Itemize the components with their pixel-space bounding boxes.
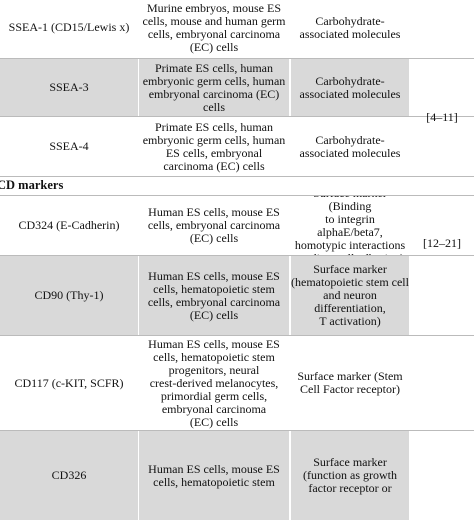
text-line: Carbohydrate-	[315, 132, 385, 147]
text-line: Carbohydrate-	[315, 73, 385, 88]
row-border	[0, 335, 474, 336]
text-line: homotypic interactions	[294, 237, 406, 252]
text-line: cells, hematopoietic stem	[153, 281, 275, 296]
marker-cell: CD326	[0, 431, 138, 520]
text-line: cells, embryonal carcinoma	[147, 294, 281, 309]
row-border	[0, 430, 474, 431]
marker: CD117 (c-KIT, SCFR)	[14, 375, 124, 390]
references: [12–21]	[423, 236, 461, 250]
cells-cell: Primate ES cells, human embryonic germ ce…	[139, 117, 289, 176]
text-line: (EC) cells	[189, 307, 239, 322]
text-line: mediate cell adhesion)	[296, 251, 404, 255]
function-cell: Carbohydrate-associated molecules	[291, 0, 409, 58]
text-line: Human ES cells, mouse ES	[148, 336, 280, 351]
text-line: cells, embryonal carcinoma	[147, 26, 281, 41]
text-line: primordial germ cells,	[160, 388, 268, 403]
section-title: CD markers	[0, 178, 64, 192]
text-line: Cell Factor receptor)	[300, 382, 400, 396]
row-border	[0, 116, 474, 117]
marker: CD90 (Thy-1)	[34, 288, 104, 302]
function-cell: Carbohydrate-associated molecules	[291, 59, 409, 116]
text-line: cells, mouse and human germ	[142, 13, 286, 28]
cells-cell: Human ES cells, mouse ES cells, hematopoi…	[139, 336, 289, 430]
text-line: Surface marker	[313, 455, 387, 469]
text-line: (hematopoietic stem cell	[291, 275, 409, 289]
text-line: associated molecules	[299, 26, 401, 41]
text-line: to integrin alphaE/beta7,	[317, 211, 383, 239]
marker-cell: CD324 (E-Cadherin)	[0, 196, 138, 255]
text-line: (EC) cells	[189, 39, 239, 54]
marker: CD326	[51, 468, 87, 482]
text-line: Human ES cells, mouse ES	[148, 461, 280, 476]
text-line: and neuron	[323, 288, 377, 302]
marker-cell: SSEA-1 (CD15/Lewis x)	[0, 0, 138, 58]
marker-cell: SSEA-3	[0, 59, 138, 116]
text-line: embryonal carcinoma (EC) cells	[148, 86, 280, 114]
function-cell: Carbohydrate-associated molecules	[291, 117, 409, 176]
row-border	[0, 255, 474, 256]
text-line: Carbohydrate-	[315, 13, 385, 28]
text-line: Murine embryos, mouse ES	[147, 0, 281, 15]
text-line: Surface marker (Stem	[297, 369, 403, 383]
text-line: differentiation,	[314, 301, 386, 315]
text-line: cells, hematopoietic stem	[153, 349, 275, 364]
marker: SSEA-4	[49, 139, 89, 153]
text-line: Surface marker (Binding	[313, 196, 387, 213]
text-line: embryonal carcinoma	[161, 401, 267, 416]
cells-cell: Murine embryos, mouse ES cells, mouse and…	[139, 0, 289, 58]
text-line: (function as growth	[303, 468, 397, 482]
text-line: associated molecules	[299, 145, 401, 160]
text-line: ES cells, embryonal	[165, 145, 263, 160]
text-line: (EC) cells	[189, 231, 239, 245]
marker: SSEA-1 (CD15/Lewis x)	[8, 20, 130, 34]
text-line: Surface marker	[313, 262, 387, 276]
text-line: cells, embryonal carcinoma	[147, 218, 281, 232]
marker-cell: CD117 (c-KIT, SCFR)	[0, 336, 138, 430]
marker-cell: SSEA-4	[0, 117, 138, 176]
text-line: embryonic germ cells, human	[142, 73, 286, 88]
text-line: associated molecules	[299, 86, 401, 101]
text-line: T activation)	[319, 314, 381, 328]
cells-cell: Human ES cells, mouse ES cells, hematopoi…	[139, 431, 289, 520]
text-line: progenitors, neural	[168, 362, 260, 377]
marker: CD324 (E-Cadherin)	[18, 218, 120, 232]
references: [4–11]	[426, 110, 458, 124]
cells-cell: Human ES cells, mouse ES cells, embryonal…	[139, 196, 289, 255]
text-line: (EC) cells	[189, 414, 239, 429]
text-line: cells, hematopoietic stem	[153, 474, 275, 489]
text-line: crest-derived melanocytes,	[149, 375, 279, 390]
text-line: factor receptor or	[308, 481, 392, 495]
row-border	[0, 58, 474, 59]
marker: SSEA-3	[49, 80, 89, 94]
text-line: Human ES cells, mouse ES	[148, 205, 280, 219]
cells-cell: Primate ES cells, human embryonic germ ce…	[139, 59, 289, 116]
text-line: embryonic germ cells, human	[142, 132, 286, 147]
text-line: Human ES cells, mouse ES	[148, 268, 280, 283]
cells-cell: Human ES cells, mouse ES cells, hematopoi…	[139, 256, 289, 335]
function-cell: Surface marker (hematopoietic stem cell an…	[291, 256, 409, 335]
text-line: Primate ES cells, human	[155, 119, 273, 134]
text-line: carcinoma (EC) cells	[163, 158, 265, 173]
function-cell: Surface marker (Stem Cell Factor receptor…	[291, 336, 409, 430]
function-cell: Surface marker (function as growth factor …	[291, 431, 409, 520]
marker-cell: CD90 (Thy-1)	[0, 256, 138, 335]
row-border	[0, 176, 474, 177]
text-line: Primate ES cells, human	[155, 60, 273, 75]
row-border	[0, 195, 474, 196]
